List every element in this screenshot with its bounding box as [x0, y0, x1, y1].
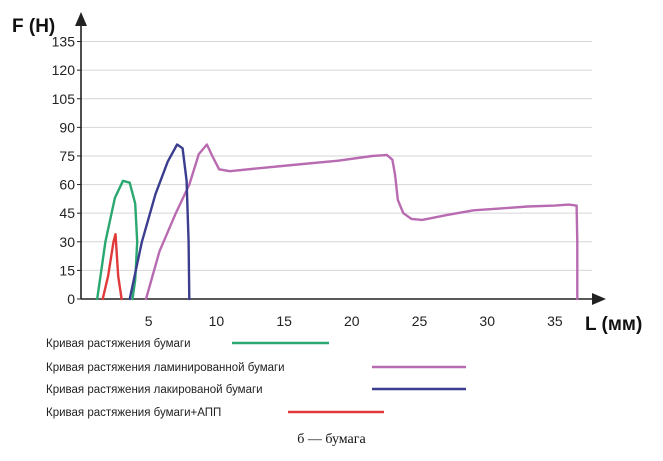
y-tick-label-8: 120 [52, 62, 76, 78]
x-tick-label-4: 20 [344, 313, 360, 329]
y-tick-label-7: 105 [52, 91, 76, 107]
axes [75, 12, 606, 305]
legend-label-1: Кривая растяжения ламинированной бумаги [46, 362, 285, 374]
y-tick-label-3: 45 [59, 205, 75, 221]
figure-caption: б — бумага [297, 432, 366, 447]
x-tick-label-2: 10 [209, 313, 225, 329]
y-axis-title: F (H) [12, 16, 55, 37]
x-tick-label-5: 25 [412, 313, 428, 329]
y-tick-label-9: 135 [52, 34, 76, 50]
x-axis-title: L (мм) [585, 314, 642, 335]
grid-lines [81, 41, 592, 271]
x-tick-label-6: 30 [479, 313, 495, 329]
y-tick-label-6: 90 [59, 119, 75, 135]
x-tick-label-3: 15 [276, 313, 292, 329]
x-tick-label-1: 5 [145, 313, 153, 329]
y-tick-label-2: 30 [59, 234, 75, 250]
series-line-2 [128, 143, 191, 301]
series-line-1 [144, 143, 579, 301]
series-line-0 [95, 179, 139, 301]
series-line-3 [101, 232, 123, 301]
legend-label-3: Кривая растяжения бумаги+АПП [46, 407, 221, 419]
y-tick-label-0: 0 [67, 291, 75, 307]
series-lines [95, 143, 579, 301]
y-tick-label-4: 60 [59, 177, 75, 193]
y-axis-arrow-icon [75, 12, 87, 26]
x-axis-arrow-icon [592, 293, 606, 305]
y-tick-label-5: 75 [59, 148, 75, 164]
legend-label-0: Кривая растяжения бумаги [46, 338, 191, 350]
legend: Кривая растяжения бумаги Кривая растяжени… [46, 338, 466, 419]
x-tick-label-7: 35 [547, 313, 563, 329]
legend-label-2: Кривая растяжения лакированой бумаги [46, 384, 263, 396]
y-tick-label-1: 15 [59, 262, 75, 278]
tick-labels: 0 15 30 45 60 75 90 105 120 135 5 10 15 20 25 30 35 [52, 34, 563, 329]
